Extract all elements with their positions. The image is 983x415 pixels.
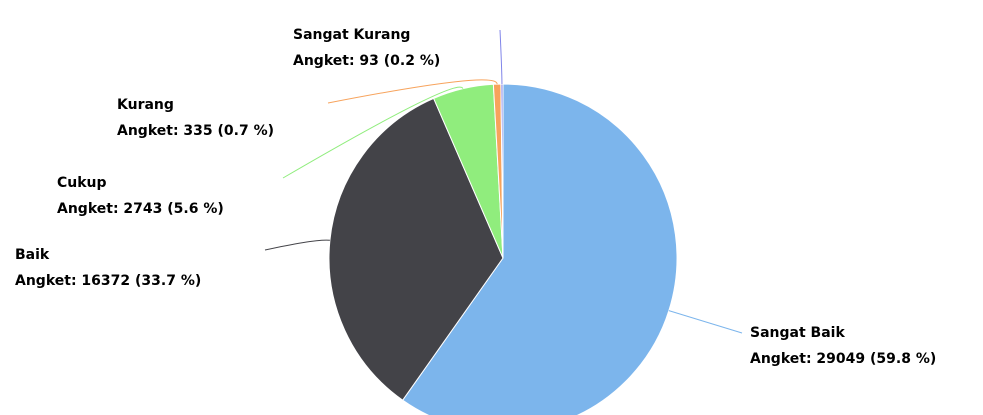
slice-label-name: Sangat Kurang: [293, 27, 410, 43]
slice-label-name: Sangat Baik: [750, 325, 845, 341]
connector: [282, 86, 464, 179]
connector: [327, 79, 498, 104]
slice-label-value: Angket: 29049 (59.8 %): [750, 351, 936, 367]
slice-label-value: Angket: 93 (0.2 %): [293, 53, 440, 69]
connector: [264, 239, 330, 251]
connector: [668, 310, 743, 334]
pie-slice: [328, 97, 504, 401]
pie-slice: [500, 83, 504, 259]
slice-label-value: Angket: 16372 (33.7 %): [15, 273, 201, 289]
slice-label-value: Angket: 335 (0.7 %): [117, 123, 274, 139]
slice-label-name: Baik: [15, 247, 50, 263]
connector: [499, 29, 503, 85]
slice-label-name: Kurang: [117, 97, 174, 113]
slice-label-name: Cukup: [57, 175, 107, 191]
slice-label-value: Angket: 2743 (5.6 %): [57, 201, 224, 217]
